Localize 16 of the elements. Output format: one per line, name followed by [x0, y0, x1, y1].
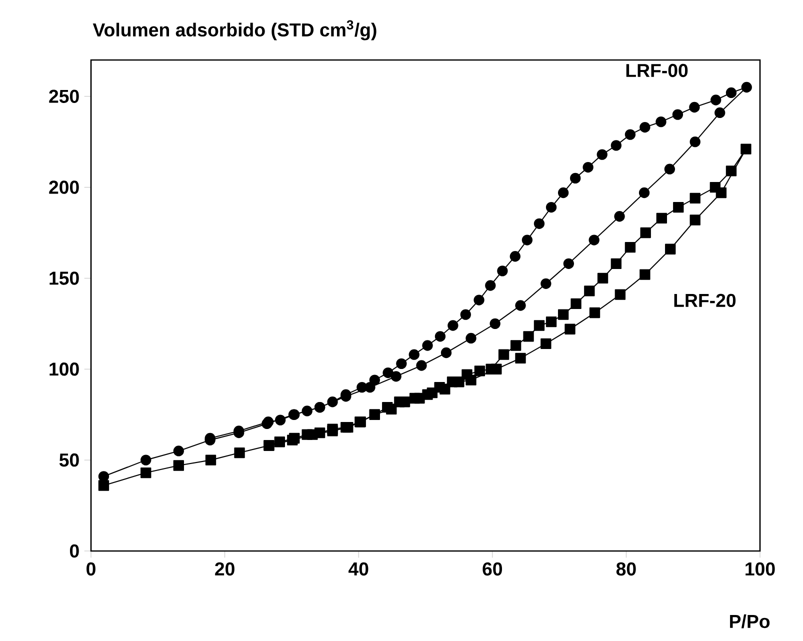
- y-tick-label: 50: [59, 453, 79, 467]
- series-label: LRF-20: [674, 294, 736, 308]
- y-tick-label: 200: [49, 180, 79, 194]
- y-axis-title: Volumen adsorbido (STD cm$^{3}$/g): [92, 20, 376, 40]
- x-tick-label: 20: [215, 562, 234, 576]
- x-axis-title: P/Po: [730, 614, 770, 628]
- y-tick-label: 150: [50, 272, 79, 285]
- y-tick-label: 250: [49, 90, 79, 103]
- x-tick-label: 40: [348, 562, 368, 576]
- x-tick-label: 80: [616, 562, 636, 576]
- x-tick-label: 60: [482, 562, 502, 576]
- y-tick-label: 100: [50, 362, 79, 376]
- series-label: LRF-00: [626, 64, 688, 78]
- x-tick-label: 0: [86, 562, 96, 576]
- y-tick-label: 0: [70, 544, 79, 558]
- x-tick-label: 100: [746, 562, 775, 576]
